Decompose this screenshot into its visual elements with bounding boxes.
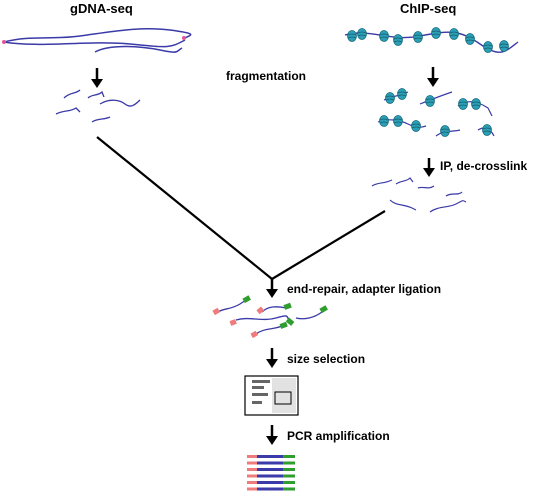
pcr-amplification-label: PCR amplification [287, 429, 390, 443]
down-arrow-icon [91, 67, 439, 445]
pcr-products [247, 455, 295, 491]
chip-chromatin-fragments [377, 88, 495, 137]
size-selection-label: size selection [287, 352, 366, 366]
ip-decrosslink-label: IP, de-crosslink [440, 159, 528, 173]
merge-lines [96, 136, 386, 280]
pcr-product-6 [247, 487, 295, 491]
pcr-product-3 [247, 468, 295, 471]
adapter-ligated-fragments [212, 295, 328, 339]
gdna-seq-title: gDNA-seq [70, 1, 133, 16]
pcr-product-2 [247, 461, 295, 465]
chip-seq-title: ChIP-seq [400, 1, 457, 16]
fragmentation-label: fragmentation [226, 69, 307, 83]
ip-dna-fragments [371, 177, 467, 213]
end-repair-label: end-repair, adapter ligation [287, 282, 442, 296]
adapter-icon [212, 295, 328, 339]
pcr-product-4 [247, 474, 295, 478]
pcr-product-1 [247, 455, 295, 458]
chip-chromatin-strand [344, 27, 519, 53]
gel-icon [244, 375, 299, 416]
pcr-product-5 [247, 481, 295, 484]
gdna-fragments [55, 89, 141, 123]
gdna-genome-strands [2, 27, 192, 53]
